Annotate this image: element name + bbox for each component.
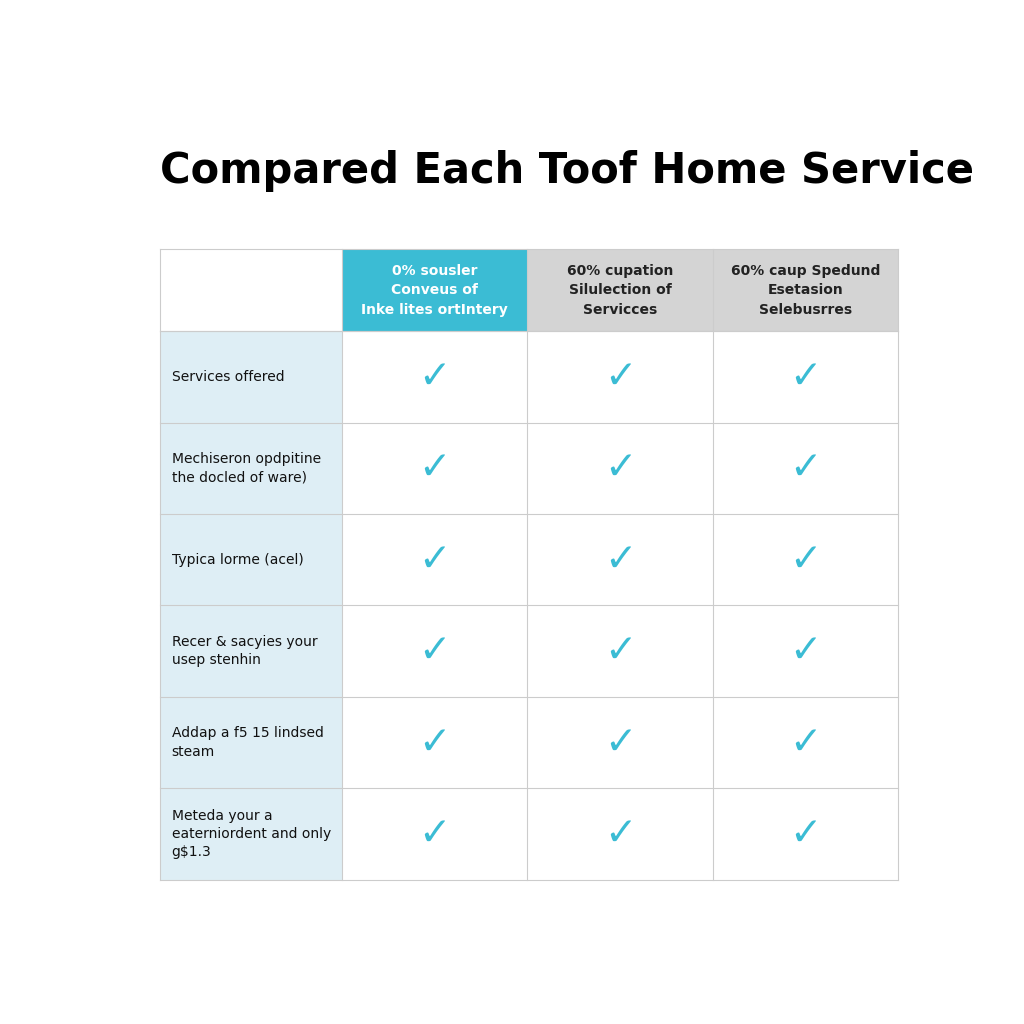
Bar (342, 697, 898, 788)
Bar (527, 249, 713, 331)
Text: ✓: ✓ (788, 632, 821, 670)
Text: ✓: ✓ (419, 541, 452, 579)
Bar (160, 423, 342, 514)
Text: Typica lorme (acel): Typica lorme (acel) (172, 553, 303, 566)
Text: Meteda your a
eaterniordent and only
g$1.3: Meteda your a eaterniordent and only g$1… (172, 809, 331, 859)
Bar (342, 331, 898, 423)
Bar (342, 249, 527, 331)
Bar (342, 514, 898, 605)
Bar (713, 249, 898, 331)
Text: Addap a f5 15 lindsed
steam: Addap a f5 15 lindsed steam (172, 726, 324, 759)
Bar (160, 605, 342, 697)
Text: ✓: ✓ (788, 724, 821, 762)
Bar (160, 514, 342, 605)
Text: Services offered: Services offered (172, 370, 285, 384)
Text: Compared Each Toof Home Service: Compared Each Toof Home Service (160, 151, 974, 193)
Text: ✓: ✓ (419, 724, 452, 762)
Bar (160, 331, 342, 423)
Text: ✓: ✓ (419, 815, 452, 853)
Text: ✓: ✓ (604, 632, 636, 670)
Text: ✓: ✓ (604, 815, 636, 853)
Text: ✓: ✓ (604, 357, 636, 395)
Text: ✓: ✓ (419, 450, 452, 487)
Text: ✓: ✓ (788, 450, 821, 487)
Bar (342, 423, 898, 514)
Text: 0% sousler
Conveus of
Inke lites ortIntery: 0% sousler Conveus of Inke lites ortInte… (361, 263, 508, 316)
Text: ✓: ✓ (788, 357, 821, 395)
Text: ✓: ✓ (604, 541, 636, 579)
Text: ✓: ✓ (604, 450, 636, 487)
Text: Recer & sacyies your
usep stenhin: Recer & sacyies your usep stenhin (172, 635, 317, 668)
Bar (342, 788, 898, 880)
Bar (160, 788, 342, 880)
Bar (342, 605, 898, 697)
Text: Mechiseron opdpitine
the docled of ware): Mechiseron opdpitine the docled of ware) (172, 452, 321, 484)
Text: ✓: ✓ (788, 815, 821, 853)
Text: ✓: ✓ (419, 632, 452, 670)
Text: 60% caup Spedund
Esetasion
Selebusrres: 60% caup Spedund Esetasion Selebusrres (730, 263, 880, 316)
Bar (160, 697, 342, 788)
Text: ✓: ✓ (604, 724, 636, 762)
Text: ✓: ✓ (419, 357, 452, 395)
Text: 60% cupation
Silulection of
Servicces: 60% cupation Silulection of Servicces (567, 263, 673, 316)
Text: ✓: ✓ (788, 541, 821, 579)
